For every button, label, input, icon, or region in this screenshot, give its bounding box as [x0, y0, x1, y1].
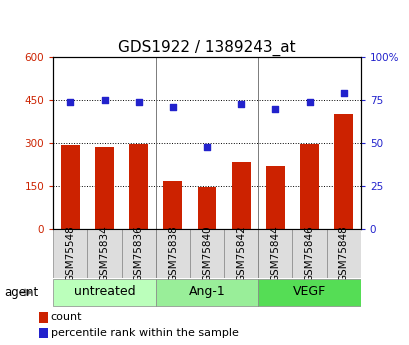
Bar	[265, 166, 284, 229]
Text: count: count	[51, 313, 82, 322]
Text: untreated: untreated	[74, 285, 135, 298]
Bar	[39, 312, 47, 323]
Bar	[224, 229, 258, 278]
Text: GSM75840: GSM75840	[202, 225, 211, 282]
Bar	[231, 162, 250, 229]
Bar	[333, 115, 352, 229]
Bar	[163, 180, 182, 229]
Point	[101, 97, 108, 103]
Text: agent: agent	[4, 286, 38, 299]
Point	[306, 99, 312, 105]
Point	[203, 144, 210, 149]
Text: percentile rank within the sample: percentile rank within the sample	[51, 328, 238, 338]
Bar	[299, 144, 318, 229]
Text: GSM75844: GSM75844	[270, 225, 280, 282]
Text: GSM75848: GSM75848	[338, 225, 348, 282]
Bar	[326, 229, 360, 278]
Bar	[129, 144, 148, 229]
Point	[135, 99, 142, 105]
Bar	[258, 279, 360, 306]
Point	[237, 101, 244, 106]
Bar	[292, 229, 326, 278]
Bar	[258, 229, 292, 278]
Text: GSM75836: GSM75836	[133, 225, 144, 282]
Text: GSM75838: GSM75838	[167, 225, 178, 282]
Point	[272, 106, 278, 111]
Bar	[155, 229, 189, 278]
Bar	[53, 279, 155, 306]
Text: VEGF: VEGF	[292, 285, 326, 298]
Text: GSM75548: GSM75548	[65, 225, 75, 282]
Bar	[189, 229, 224, 278]
Bar	[197, 187, 216, 229]
Point	[169, 104, 176, 110]
Text: Ang-1: Ang-1	[188, 285, 225, 298]
Text: GSM75846: GSM75846	[304, 225, 314, 282]
Bar	[87, 229, 121, 278]
Bar	[155, 279, 258, 306]
Bar	[95, 148, 114, 229]
Point	[67, 99, 74, 105]
Text: GSM75834: GSM75834	[99, 225, 109, 282]
Bar	[39, 328, 47, 338]
Bar	[53, 229, 87, 278]
Bar	[121, 229, 155, 278]
Title: GDS1922 / 1389243_at: GDS1922 / 1389243_at	[118, 39, 295, 56]
Text: GSM75842: GSM75842	[236, 225, 246, 282]
Point	[339, 90, 346, 96]
Bar	[61, 145, 80, 229]
